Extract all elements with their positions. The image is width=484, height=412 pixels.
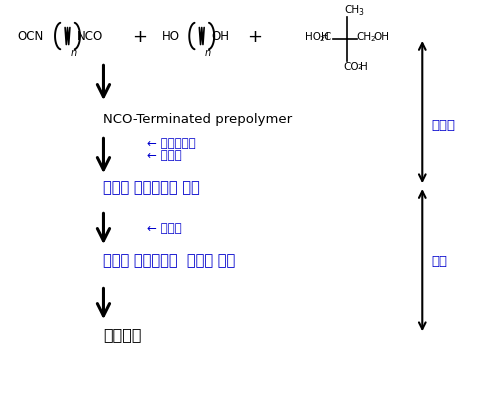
Text: n: n	[70, 48, 76, 58]
Text: ← 첨가제: ← 첨가제	[146, 222, 181, 235]
Text: ← 사슬연장제: ← 사슬연장제	[146, 137, 195, 150]
Text: CO: CO	[343, 62, 358, 73]
Text: C: C	[322, 32, 330, 42]
Text: H: H	[360, 62, 367, 73]
Text: 2: 2	[319, 36, 324, 42]
Text: NCO-Terminated prepolymer: NCO-Terminated prepolymer	[103, 113, 292, 126]
Text: CH: CH	[344, 5, 359, 15]
Text: HO: HO	[162, 30, 180, 42]
Text: OH: OH	[211, 30, 229, 42]
Text: 3: 3	[358, 8, 363, 17]
Text: +: +	[246, 28, 261, 46]
Text: 2: 2	[370, 36, 374, 42]
Text: NCO: NCO	[77, 30, 103, 42]
Text: OCN: OCN	[17, 30, 44, 42]
Text: 범진: 범진	[430, 255, 446, 268]
Text: 특성평가: 특성평가	[103, 327, 142, 342]
Text: 건국대: 건국대	[430, 119, 454, 132]
Text: CH: CH	[356, 32, 371, 42]
Text: +: +	[132, 28, 147, 46]
Text: ← 중화제: ← 중화제	[146, 149, 181, 162]
Text: OH: OH	[373, 32, 389, 42]
Text: 수분산 폴리우레탄 제조: 수분산 폴리우레탄 제조	[103, 180, 200, 195]
Text: 2: 2	[356, 64, 361, 70]
Text: HOH: HOH	[304, 32, 328, 42]
Text: 수분산 폴리우레탄  코팅액 제조: 수분산 폴리우레탄 코팅액 제조	[103, 253, 235, 268]
Text: n: n	[205, 48, 211, 58]
